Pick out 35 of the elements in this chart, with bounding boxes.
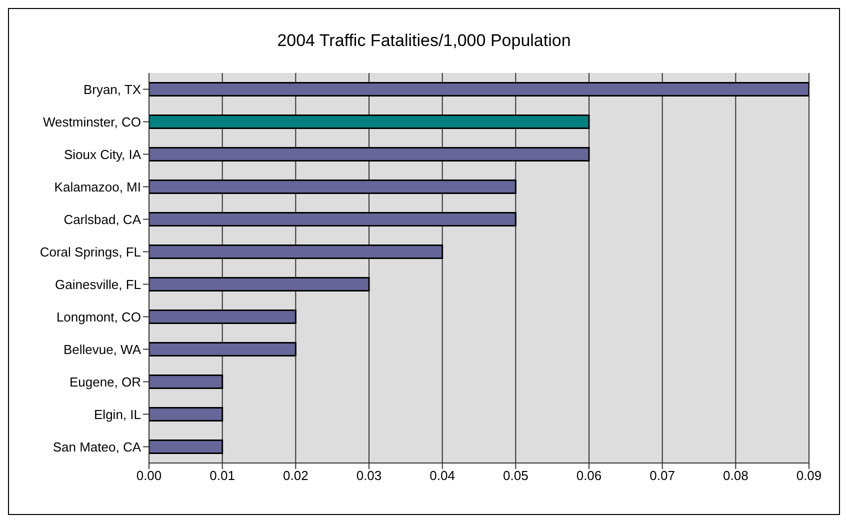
bar	[149, 114, 590, 129]
bar	[149, 244, 444, 259]
bar	[149, 374, 224, 389]
x-tick-label: 0.06	[576, 468, 602, 484]
y-tick-label: Bryan, TX	[83, 82, 142, 97]
y-tick-label: San Mateo, CA	[52, 439, 142, 454]
x-tick-label: 0.07	[650, 468, 675, 484]
y-tick-label: Elgin, IL	[94, 406, 141, 422]
y-tick-label: Carlsbad, CA	[64, 212, 142, 227]
bar	[149, 407, 224, 422]
y-tick-label: Coral Springs, FL	[40, 244, 141, 260]
x-tick-label: 0.04	[430, 468, 455, 484]
y-tick-label: Bellevue, WA	[63, 342, 142, 357]
y-tick-label: Westminster, CO	[42, 114, 141, 130]
bar	[149, 82, 809, 96]
bar	[149, 212, 516, 226]
x-tick-label: 0.09	[796, 468, 822, 484]
y-tick-label: Kalamazoo, MI	[54, 179, 141, 194]
bar	[149, 277, 370, 292]
bar	[149, 180, 516, 194]
bar	[149, 342, 296, 356]
x-tick-label: 0.05	[503, 468, 528, 484]
bar	[149, 310, 296, 324]
x-tick-label: 0.02	[283, 468, 308, 484]
y-tick-label: Sioux City, IA	[64, 146, 142, 162]
chart-title: 2004 Traffic Fatalities/1,000 Population	[276, 31, 572, 51]
y-tick-label: Eugene, OR	[69, 374, 141, 390]
x-tick-label: 0.01	[210, 468, 235, 484]
bar	[149, 147, 590, 162]
y-tick-label: Gainesville, FL	[55, 276, 141, 292]
x-tick-label: 0.08	[723, 468, 748, 484]
y-tick-label: Longmont, CO	[56, 309, 141, 324]
x-tick-label: 0.00	[136, 468, 162, 484]
x-tick-label: 0.03	[356, 468, 382, 484]
bar	[149, 440, 224, 454]
